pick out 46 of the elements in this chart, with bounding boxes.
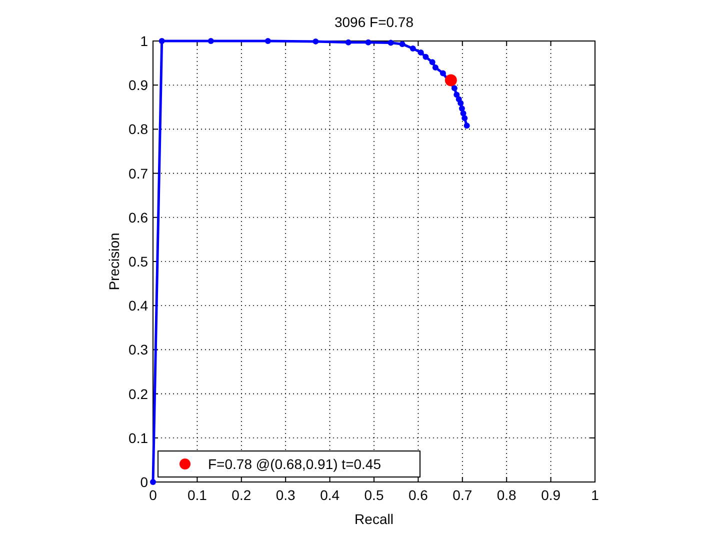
y-tick-label: 0.6 <box>128 209 148 226</box>
y-axis-title: Precision <box>106 232 122 290</box>
point <box>440 70 446 76</box>
point <box>410 45 416 52</box>
y-tick-label: 1 <box>140 33 148 49</box>
x-axis-title: Recall <box>354 511 394 527</box>
x-tick-label: 0.9 <box>541 487 561 503</box>
point <box>345 39 352 46</box>
x-tick-label: 0.6 <box>408 487 428 503</box>
x-tick-label: 0.2 <box>232 487 252 503</box>
chart-title: 3096 F=0.78 <box>334 14 414 30</box>
point <box>429 59 436 66</box>
point <box>312 38 319 44</box>
x-tick-label: 0.1 <box>187 487 208 503</box>
y-tick-label: 0 <box>140 474 148 490</box>
point <box>388 40 394 46</box>
x-tick-label: 0.5 <box>364 487 384 503</box>
x-tick-label: 0.8 <box>496 487 517 503</box>
x-tick-label: 0.4 <box>320 487 340 503</box>
y-tick-label: 0.4 <box>128 298 148 314</box>
point <box>458 100 464 106</box>
x-tick-label: 0.3 <box>276 487 296 503</box>
y-tick-label: 0.8 <box>128 121 148 138</box>
x-tick-label: 0.7 <box>452 487 472 503</box>
point <box>432 64 438 70</box>
y-tick-label: 0.1 <box>128 430 148 446</box>
legend-label: F=0.78 @(0.68,0.91) t=0.45 <box>208 456 382 472</box>
y-tick-label: 0.7 <box>128 165 148 182</box>
point <box>462 115 468 122</box>
point <box>464 122 470 129</box>
point <box>158 38 165 44</box>
point <box>399 41 406 48</box>
point <box>458 105 465 112</box>
point <box>150 479 156 485</box>
x-tick-label: 1 <box>591 487 600 503</box>
point <box>451 85 458 92</box>
point <box>208 38 214 44</box>
point <box>422 54 429 60</box>
y-tick-label: 0.9 <box>128 77 148 94</box>
point <box>444 74 457 86</box>
point <box>418 49 424 56</box>
point <box>365 39 372 46</box>
y-tick-label: 0.5 <box>128 254 148 270</box>
y-tick-label: 0.2 <box>128 386 148 402</box>
y-tick-label: 0.3 <box>128 342 148 358</box>
point <box>264 38 271 44</box>
